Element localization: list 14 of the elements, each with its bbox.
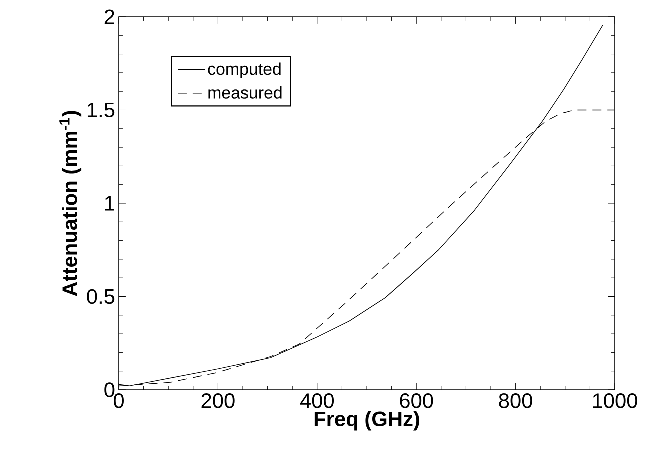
y-axis-title: Attenuation (mm$^{-1}$) <box>60 111 82 296</box>
y-tick-label: 0 <box>104 382 115 398</box>
x-tick-label: 1000 <box>593 394 638 408</box>
y-tick-label: 1.5 <box>88 102 115 118</box>
x-tick-label: 800 <box>499 394 532 408</box>
y-tick-label: 0.5 <box>87 289 115 304</box>
x-tick-label: 600 <box>400 394 434 408</box>
x-axis-title: Freq (GHz) <box>314 411 420 431</box>
x-tick-label: 200 <box>202 394 235 408</box>
legend-label: computed <box>208 62 281 79</box>
legend-label: measured <box>208 86 282 99</box>
x-tick-label: 400 <box>300 394 334 408</box>
y-tick-label: 2 <box>104 10 114 24</box>
y-tick-label: 1 <box>105 196 114 211</box>
